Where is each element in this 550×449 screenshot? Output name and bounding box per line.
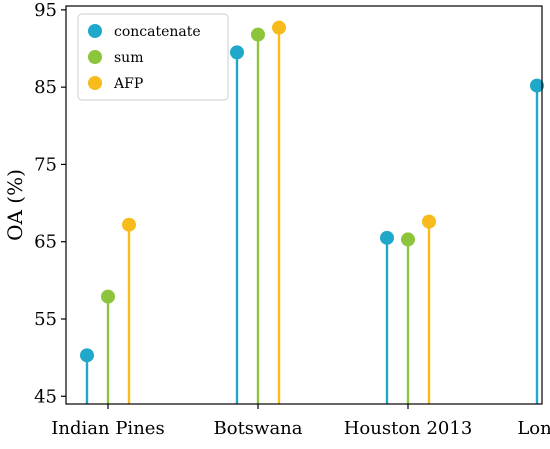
y-tick-label: 45 (34, 386, 57, 407)
x-tick-label: Houston 2013 (344, 418, 473, 439)
stem-marker-AFP-1 (272, 20, 286, 35)
stem-marker-concatenate-0 (80, 348, 94, 363)
legend-marker-AFP (88, 76, 102, 90)
stem-marker-concatenate-2 (380, 230, 394, 245)
y-tick-label: 75 (34, 154, 57, 175)
y-tick-label: 85 (34, 77, 57, 98)
legend-label-concatenate: concatenate (114, 24, 201, 40)
x-tick-label: LongKou (517, 418, 550, 439)
legend-label-sum: sum (114, 50, 143, 66)
stem-marker-sum-0 (101, 289, 115, 304)
stems-layer (80, 20, 544, 404)
legend-box (77, 13, 229, 101)
y-tick-label: 95 (34, 0, 57, 21)
x-tick-label: Botswana (214, 418, 303, 439)
stem-marker-concatenate-3 (530, 78, 544, 93)
y-tick-label: 55 (34, 309, 57, 330)
y-tick-label: 65 (34, 232, 57, 253)
legend-marker-concatenate (88, 24, 102, 38)
stem-marker-AFP-2 (422, 214, 436, 229)
stem-marker-sum-1 (251, 27, 265, 42)
stem-marker-AFP-0 (122, 217, 136, 232)
plot-frame (65, 5, 543, 405)
x-tick-label: Indian Pines (51, 418, 164, 439)
legend-marker-sum (88, 50, 102, 64)
stem-marker-concatenate-1 (230, 45, 244, 60)
legend-label-AFP: AFP (113, 76, 143, 92)
y-axis-label: OA (%) (3, 169, 27, 241)
legend: concatenate sum AFP (77, 13, 229, 101)
y-axis-ticks: 45 55 65 75 85 95 (34, 0, 66, 407)
x-axis-ticks: Indian Pines Botswana Houston 2013 LongKou (51, 404, 550, 439)
stem-marker-sum-2 (401, 232, 415, 247)
